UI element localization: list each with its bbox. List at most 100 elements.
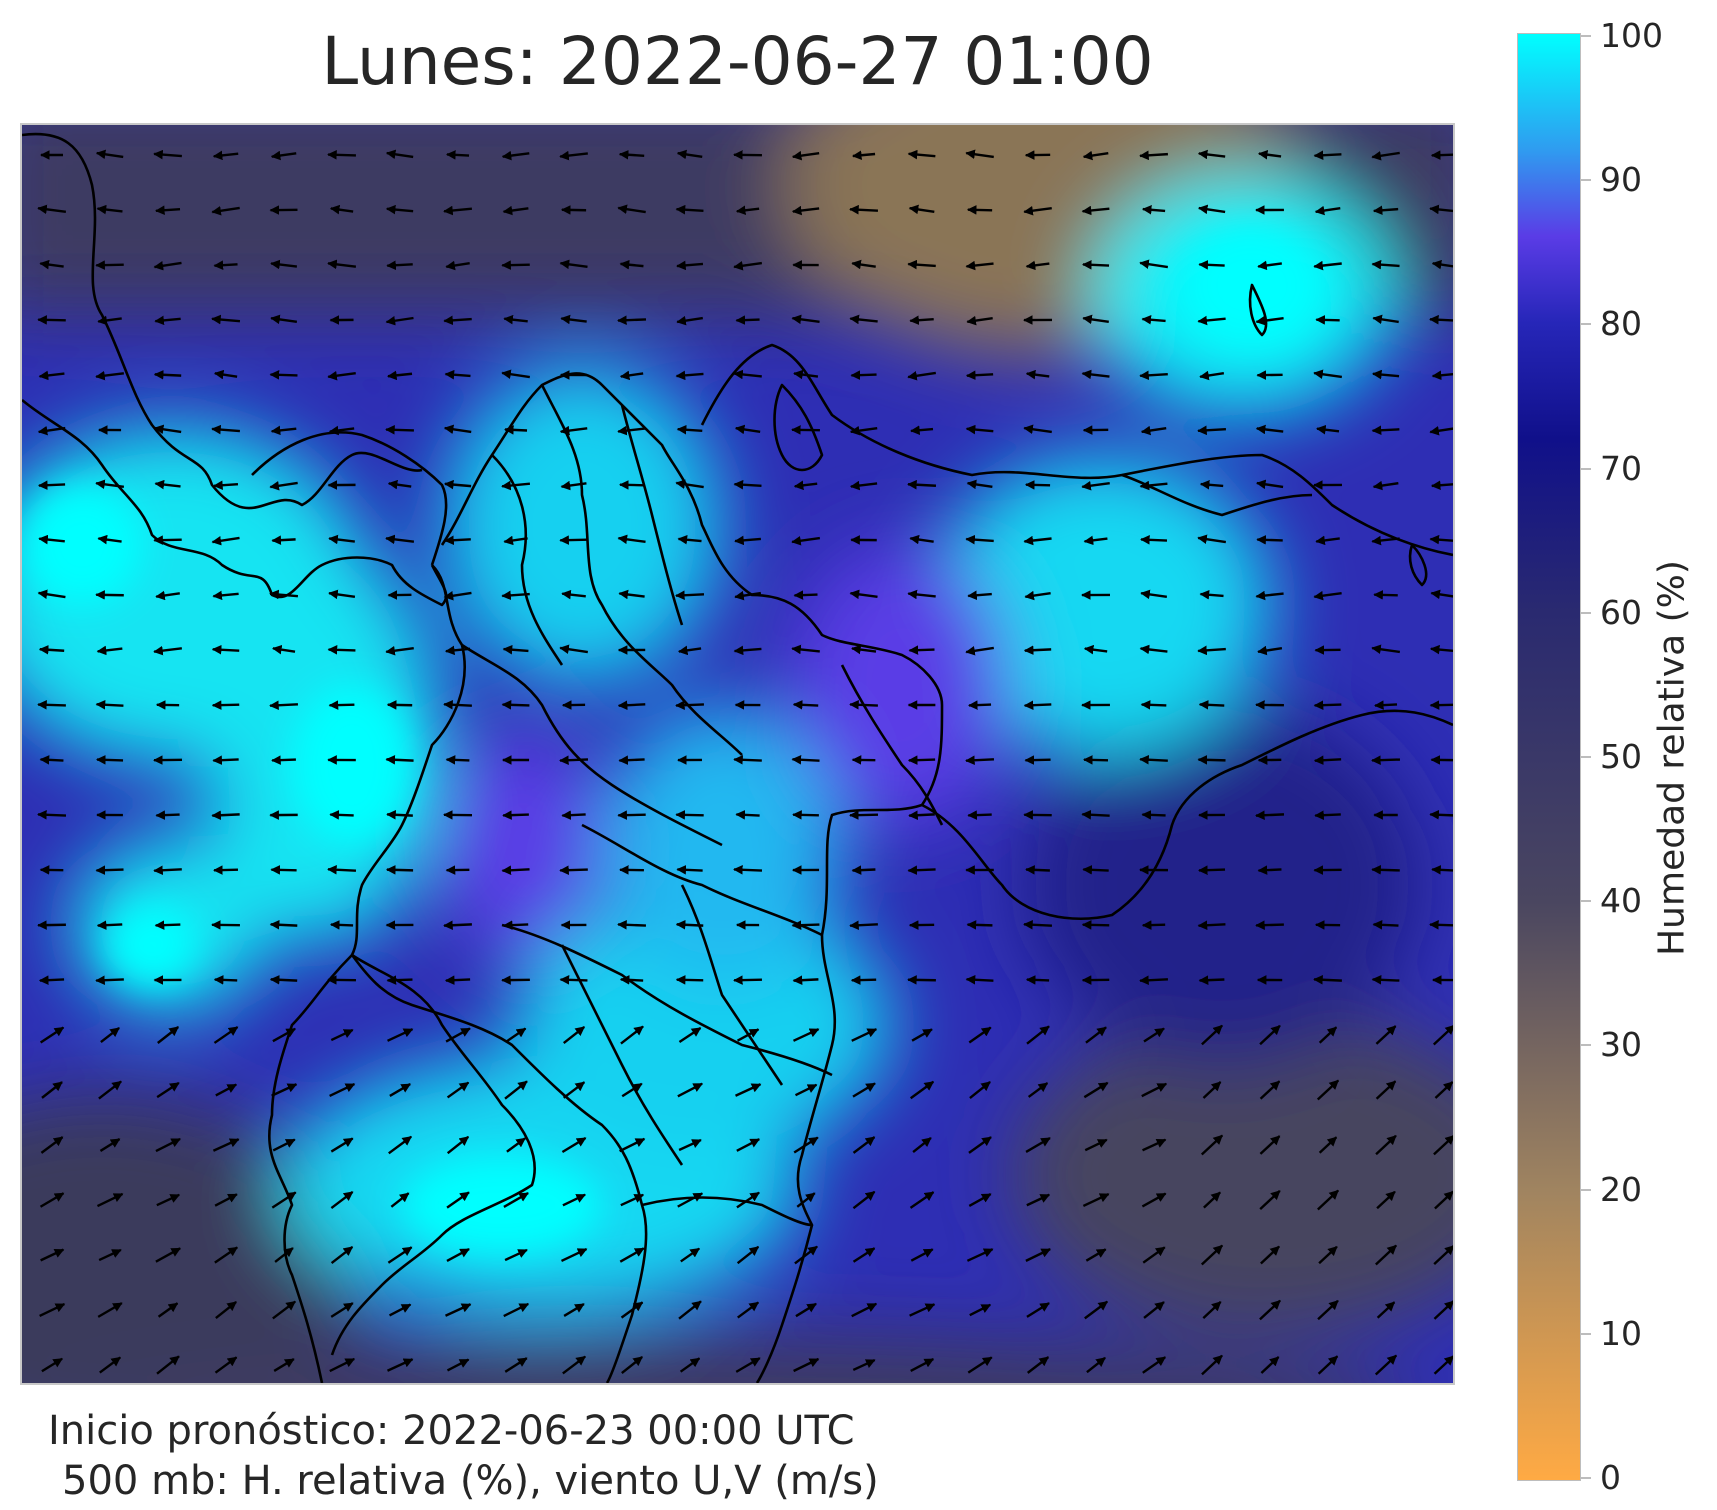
wind-arrow [212,1138,240,1152]
wind-arrow [1371,865,1400,875]
wind-arrow [1374,1354,1398,1376]
wind-arrow [445,260,470,271]
wind-arrow [37,809,67,820]
wind-arrow [39,259,64,270]
wind-arrow [561,810,586,820]
wind-arrow [1023,700,1052,711]
wind-arrow [501,260,530,270]
wind-arrow [501,480,531,491]
wind-arrow [327,370,356,381]
wind-arrow [849,810,879,820]
wind-arrow [1199,589,1224,600]
wind-arrow [909,534,934,545]
wind-arrow [1025,369,1050,380]
humidity-field [22,125,1453,1383]
wind-arrow [562,1026,586,1044]
wind-arrow [1023,205,1052,216]
wind-arrow [38,975,65,985]
wind-arrow [791,920,820,930]
wind-arrow [1317,1189,1339,1211]
wind-arrow [154,315,181,326]
wind-arrow [215,1301,237,1319]
wind-arrow [1141,920,1166,930]
wind-arrow [211,644,240,655]
wind-arrow [621,1356,643,1374]
wind-arrow [100,1027,120,1043]
colorbar-tick-mark [1581,756,1591,758]
wind-arrow [675,590,705,601]
wind-arrow [968,700,992,710]
wind-arrow [1255,590,1284,601]
wind-arrow [269,974,298,985]
wind-arrow [1259,1024,1281,1046]
wind-arrow [968,1136,992,1154]
dry-south-edge [80,1335,1364,1383]
colorbar-tick-mark [1581,179,1591,182]
wind-arrow [620,1025,644,1045]
wind-arrow [1083,644,1108,655]
colorbar-tick-label: 40 [1600,881,1642,921]
wind-arrow [95,370,125,381]
wind-arrow [1316,424,1340,435]
wind-arrow [211,424,240,435]
wind-arrow [1255,920,1284,930]
wind-arrow [1431,370,1453,381]
wind-arrow [965,370,994,381]
colorbar [1517,33,1581,1481]
wind-arrow [852,1190,876,1210]
wind-arrow [852,1136,876,1154]
wind-arrow [678,1300,702,1320]
wind-arrow [1317,1355,1339,1375]
wind-arrow [214,1193,238,1207]
wind-arrow [908,204,935,215]
colorbar-tick-label: 50 [1600,737,1642,776]
wind-arrow [1371,974,1400,985]
wind-arrow [675,700,704,710]
wind-arrow [37,315,66,325]
internal-6 [501,923,833,1077]
wind-arrow [1318,1245,1338,1265]
wind-arrow [1143,1301,1165,1319]
wind-arrow [1313,755,1342,766]
wind-arrow [212,755,239,765]
wind-arrow [793,1136,819,1154]
wind-arrow [1434,1190,1453,1210]
wind-arrow [1375,1025,1397,1045]
wind-arrow [1081,809,1110,820]
wind-arrow [155,590,180,601]
colombia-outline [350,564,648,1383]
wind-arrow [1198,260,1225,270]
wind-arrow [619,370,644,381]
wind-arrow [1201,1354,1223,1376]
wind-arrow [617,534,646,545]
variable-description-text: 500 mb: H. relativa (%), viento U,V (m/s… [62,1458,879,1504]
wind-arrow [1023,424,1052,435]
wind-arrow [966,479,993,490]
wind-arrow [675,975,704,985]
wind-arrow [1260,1356,1280,1374]
wind-arrow [791,150,820,161]
wind-arrow [560,480,587,491]
panama [251,431,448,566]
wind-arrow [1429,204,1453,215]
wind-arrow [849,204,879,215]
wind-arrow [1255,424,1284,435]
peru-border [330,953,536,1356]
wind-arrow [1140,700,1167,710]
wind-arrow [1139,975,1168,986]
wind-arrow [386,700,413,710]
wind-arrow [390,1192,410,1208]
wind-arrow [501,369,530,379]
dark-east [1022,705,1422,1065]
wind-arrow [1317,1299,1339,1321]
wind-arrow [385,204,414,215]
wind-arrow [736,1028,760,1042]
dry-southeast [1012,1015,1453,1335]
wind-arrow [155,810,180,820]
wind-arrow [97,315,122,326]
wind-arrow [618,755,645,765]
wind-arrow [96,645,123,656]
wind-arrow [851,644,877,655]
internal-5 [581,823,823,937]
wind-arrow [562,1355,586,1375]
